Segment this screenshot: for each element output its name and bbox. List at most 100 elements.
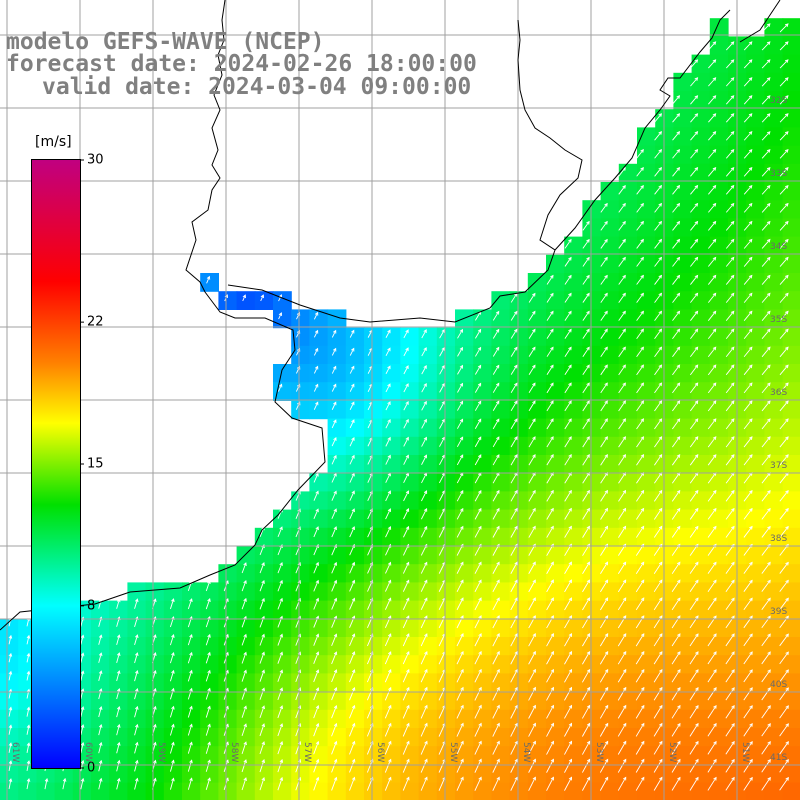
wind-arrow — [187, 598, 193, 610]
wind-arrow — [259, 562, 265, 574]
wind-cell — [564, 254, 583, 274]
wind-arrow — [582, 525, 590, 538]
wind-arrow — [779, 238, 789, 249]
wind-arrow — [708, 149, 717, 159]
wind-cell — [400, 728, 420, 747]
wind-arrow — [708, 77, 717, 87]
wind-arrow — [528, 615, 536, 629]
wind-arrow — [331, 669, 338, 683]
wind-cell — [291, 327, 310, 347]
wind-arrow — [761, 364, 771, 376]
wind-arrow — [421, 490, 428, 502]
wind-arrow — [474, 382, 482, 393]
wind-cell — [618, 546, 638, 565]
wind-cell — [709, 400, 729, 420]
wind-arrow — [8, 742, 13, 753]
wind-arrow — [169, 651, 175, 664]
wind-cell — [782, 273, 800, 292]
wind-cell — [691, 273, 711, 292]
wind-arrow — [689, 364, 699, 376]
wind-arrow — [402, 651, 410, 665]
wind-cell — [327, 673, 347, 693]
wind-arrow — [617, 740, 627, 755]
wind-arrow — [80, 688, 85, 699]
wind-arrow — [546, 274, 554, 285]
wind-arrow — [617, 615, 627, 629]
wind-cell — [691, 364, 711, 383]
wind-cell — [473, 400, 492, 420]
wind-cell — [564, 291, 583, 310]
wind-cell — [527, 582, 547, 602]
wind-cell — [109, 746, 128, 765]
wind-cell — [309, 655, 329, 674]
wind-cell — [746, 655, 765, 674]
wind-cell — [764, 400, 784, 420]
wind-arrow — [779, 131, 789, 141]
wind-cell — [673, 200, 693, 219]
wind-cell — [618, 527, 638, 547]
wind-cell — [91, 728, 110, 747]
wind-arrow — [690, 95, 699, 105]
wind-cell — [655, 345, 674, 365]
wind-arrow — [474, 489, 482, 502]
wind-cell — [709, 364, 729, 383]
wind-arrow — [725, 364, 735, 376]
wind-arrow — [80, 634, 85, 645]
wind-cell — [764, 655, 784, 674]
wind-arrow — [241, 633, 247, 646]
wind-cell — [509, 546, 529, 565]
wind-cell — [655, 455, 674, 474]
wind-cell — [236, 709, 256, 729]
wind-cell — [691, 728, 711, 747]
wind-cell — [637, 382, 656, 401]
wind-cell — [582, 455, 602, 474]
wind-cell — [72, 782, 92, 800]
wind-arrow — [546, 400, 554, 412]
wind-arrow — [420, 507, 428, 520]
wind-arrow — [779, 41, 789, 51]
wind-arrow — [384, 668, 392, 683]
wind-arrow — [725, 220, 735, 231]
wind-arrow — [492, 507, 500, 520]
wind-cell — [145, 600, 165, 620]
wind-arrow — [581, 704, 591, 719]
wind-cell — [273, 782, 292, 800]
wind-arrow — [349, 615, 356, 628]
wind-cell — [709, 127, 729, 147]
wind-cell — [618, 273, 638, 292]
wind-cell — [673, 309, 693, 329]
wind-cell — [455, 364, 474, 383]
wind-arrow — [582, 310, 590, 321]
wind-cell — [127, 764, 147, 784]
wind-arrow — [331, 758, 338, 773]
colorbar-gradient — [32, 160, 80, 768]
wind-cell — [582, 673, 602, 693]
wind-cell — [527, 273, 547, 292]
wind-arrow — [420, 579, 428, 592]
wind-cell — [746, 200, 765, 219]
wind-cell — [455, 564, 474, 583]
wind-arrow — [546, 758, 554, 773]
wind-cell — [509, 436, 529, 456]
wind-cell — [709, 382, 729, 401]
wind-arrow — [277, 723, 284, 737]
wind-cell — [600, 509, 620, 529]
wind-arrow — [725, 722, 735, 737]
wind-arrow — [331, 490, 337, 501]
wind-cell — [345, 527, 365, 547]
wind-cell — [673, 509, 693, 529]
wind-cell — [527, 764, 547, 784]
wind-arrow — [671, 454, 681, 466]
wind-arrow — [725, 238, 735, 249]
wind-arrow — [725, 166, 735, 177]
wind-arrow — [635, 597, 645, 611]
wind-cell — [509, 728, 529, 747]
wind-cell — [364, 527, 383, 547]
wind-cell — [345, 782, 365, 800]
wind-cell — [637, 455, 656, 474]
wind-cell — [637, 491, 656, 511]
forecast-date: forecast date: 2024-02-26 18:00:00 — [6, 51, 477, 77]
wind-cell — [709, 182, 729, 201]
wind-cell — [618, 709, 638, 729]
wind-cell — [473, 546, 492, 565]
